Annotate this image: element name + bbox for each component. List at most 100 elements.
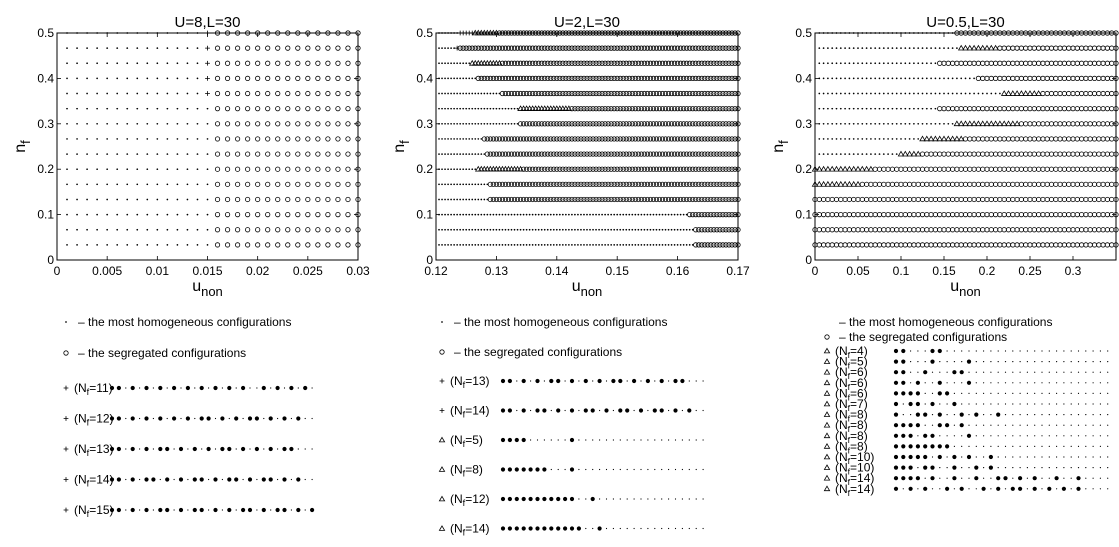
empty-site — [1056, 488, 1058, 490]
circle-marker — [980, 151, 986, 157]
dot-marker — [465, 244, 468, 246]
config-label-post: =14) — [465, 522, 489, 536]
circle-marker — [484, 136, 490, 142]
circle-marker — [678, 90, 684, 97]
empty-site — [578, 468, 580, 471]
dot-marker — [947, 77, 950, 80]
empty-site — [1019, 382, 1021, 384]
circle-marker — [1070, 60, 1076, 66]
config-label-post: =12) — [89, 412, 113, 426]
dot-marker — [947, 122, 950, 125]
circle-marker — [962, 106, 969, 112]
circle-marker — [611, 181, 617, 187]
circle-marker — [702, 227, 708, 233]
circle-marker — [517, 196, 524, 203]
circle-marker — [693, 75, 699, 82]
circle-marker — [863, 242, 870, 248]
circle-marker — [1066, 227, 1072, 233]
dot-marker — [441, 213, 443, 216]
empty-site — [654, 527, 656, 530]
circle-marker — [729, 196, 735, 203]
circle-marker — [520, 181, 527, 187]
dot-marker — [583, 213, 585, 216]
dot-marker — [76, 244, 78, 246]
circle-marker — [984, 106, 990, 112]
circle-marker — [496, 181, 503, 187]
circle-marker — [842, 227, 848, 233]
circle-marker — [554, 121, 560, 127]
circle-marker — [1036, 166, 1042, 172]
occupied-site — [254, 416, 259, 421]
triangle-marker — [850, 180, 857, 187]
empty-site — [1019, 445, 1021, 447]
dot-marker — [930, 47, 932, 49]
dot-marker — [126, 62, 129, 65]
circle-marker — [971, 181, 977, 187]
empty-site — [661, 468, 663, 471]
dot-marker — [852, 77, 855, 80]
dot-marker — [592, 244, 594, 246]
dot-marker — [895, 153, 898, 155]
circle-marker — [1083, 181, 1089, 187]
empty-site — [946, 477, 948, 479]
circle-marker — [859, 242, 865, 248]
occupied-site — [172, 416, 177, 421]
dot-marker — [622, 228, 625, 231]
circle-marker — [593, 121, 599, 127]
empty-site — [1012, 414, 1014, 416]
circle-marker — [590, 166, 596, 172]
empty-site — [585, 498, 587, 500]
dot-marker — [516, 228, 519, 231]
circle-marker — [690, 212, 696, 218]
circle-marker — [693, 227, 699, 233]
circle-marker — [656, 106, 663, 112]
dot-marker — [146, 107, 149, 110]
occupied-site — [296, 416, 301, 421]
circle-marker — [1091, 227, 1098, 233]
circle-marker — [584, 45, 590, 51]
occupied-site — [952, 465, 957, 470]
legend-homogeneous: – the most homogeneous configurations — [454, 315, 667, 329]
empty-site — [961, 477, 963, 479]
occupied-site — [206, 446, 211, 452]
occupied-site — [563, 526, 568, 531]
circle-marker — [626, 60, 632, 66]
dot-marker — [186, 138, 189, 140]
dot-marker — [938, 92, 941, 95]
circle-marker — [714, 90, 720, 97]
dot-marker — [913, 47, 915, 49]
circle-marker — [520, 90, 527, 97]
circle-marker — [868, 212, 874, 218]
circle-marker — [605, 151, 611, 157]
circle-marker — [596, 136, 602, 142]
circle-marker — [265, 121, 271, 127]
dot-marker — [857, 47, 859, 49]
dot-marker — [456, 77, 458, 80]
dot-marker — [76, 138, 78, 140]
circle-marker — [1061, 166, 1068, 172]
empty-site — [304, 509, 306, 511]
config-label-post: =6) — [850, 365, 868, 379]
dot-marker — [667, 213, 670, 216]
dot-marker — [480, 213, 483, 216]
circle-marker — [224, 90, 231, 97]
empty-site — [619, 527, 621, 530]
circle-marker — [611, 45, 617, 51]
y-tick-label: 0.3 — [416, 117, 433, 131]
config-label: (Nf=5) — [835, 355, 868, 371]
circle-marker — [596, 181, 602, 187]
circle-marker — [1031, 136, 1037, 142]
empty-site — [983, 424, 985, 426]
dot-marker — [495, 213, 498, 216]
empty-site — [1099, 403, 1101, 405]
empty-site — [1070, 371, 1072, 373]
circle-marker — [717, 212, 723, 218]
circle-marker — [542, 75, 548, 82]
circle-marker — [714, 242, 720, 248]
circle-marker — [335, 75, 341, 82]
circle-marker — [1010, 181, 1016, 187]
config-chain — [893, 391, 1109, 396]
dot-marker — [634, 244, 637, 246]
circle-marker — [928, 227, 934, 233]
occupied-site — [282, 477, 287, 482]
